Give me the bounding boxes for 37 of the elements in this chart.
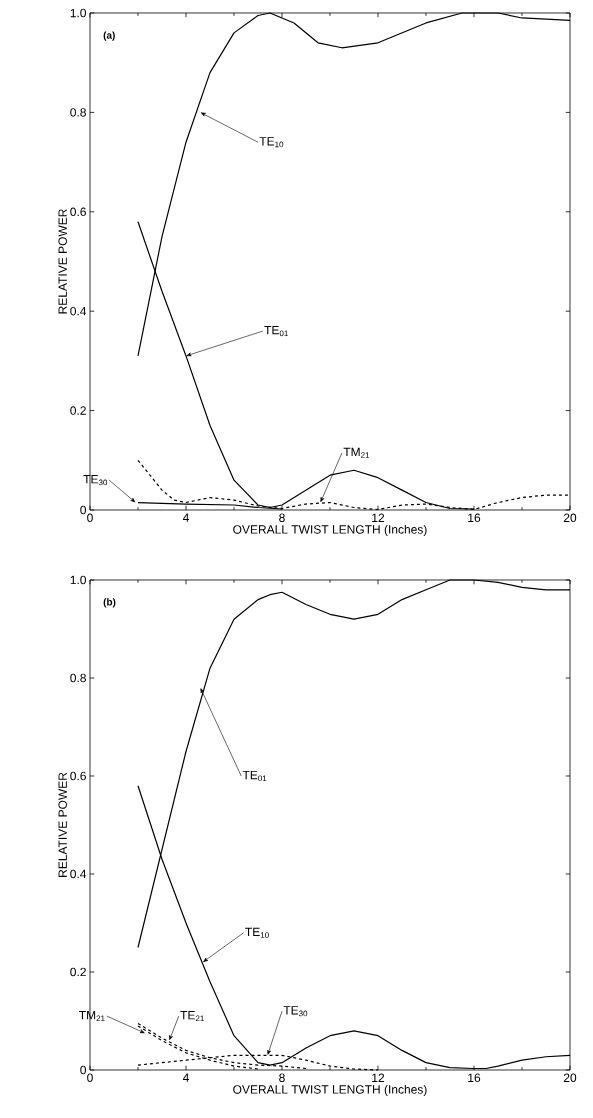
x-tick-label: 12 — [372, 513, 385, 522]
annotation: (a) — [103, 31, 115, 41]
y-tick-label: 0.6 — [70, 771, 86, 781]
annotation: TE$_{10}$ — [245, 927, 269, 938]
x-tick-label: 16 — [468, 1073, 481, 1083]
y-tick-label: 0.8 — [70, 673, 86, 683]
annotation: TE$_{01}$ — [264, 326, 288, 337]
y-tick-label: 1.0 — [70, 8, 86, 18]
x-tick-label: 20 — [563, 1073, 577, 1083]
y-tick-label: 1.0 — [70, 575, 86, 585]
x-axis-title: OVERALL TWIST LENGTH (Inches) — [233, 524, 427, 537]
annotation: TE$_{30}$ — [283, 1006, 308, 1017]
annotation: TE$_{21}$ — [180, 1011, 204, 1022]
annotation: TM$_{21}$ — [343, 447, 370, 458]
annotation: TE$_{01}$ — [242, 770, 267, 782]
y-axis-title: RELATIVE POWER — [58, 209, 67, 314]
y-tick-label: 0.4 — [70, 306, 87, 316]
x-tick-label: 12 — [372, 1073, 385, 1082]
annotation: TE$_{30}$ — [83, 475, 108, 486]
annotation: (b) — [103, 598, 116, 608]
annotation: TM$_{21}$ — [79, 1011, 105, 1022]
x-tick-label: 4 — [182, 1073, 189, 1082]
x-tick-label: 8 — [279, 513, 285, 523]
x-tick-label: 16 — [468, 513, 481, 523]
annotation: TE$_{10}$ — [259, 137, 284, 148]
x-tick-label: 20 — [563, 513, 577, 523]
y-tick-label: 0.6 — [70, 207, 86, 217]
y-tick-label: 0.8 — [70, 108, 86, 117]
y-tick-label: 0.2 — [70, 967, 86, 977]
y-tick-label: 0 — [80, 1065, 86, 1075]
y-axis-title: RELATIVE POWER — [58, 772, 67, 877]
x-tick-label: 4 — [182, 513, 189, 522]
y-tick-label: 0 — [80, 505, 86, 515]
x-tick-label: 8 — [279, 1073, 285, 1083]
x-axis-title: OVERALL TWIST LENGTH (Inches) — [233, 1084, 427, 1097]
y-tick-label: 0.4 — [70, 869, 87, 879]
y-tick-label: 0.2 — [70, 406, 86, 415]
